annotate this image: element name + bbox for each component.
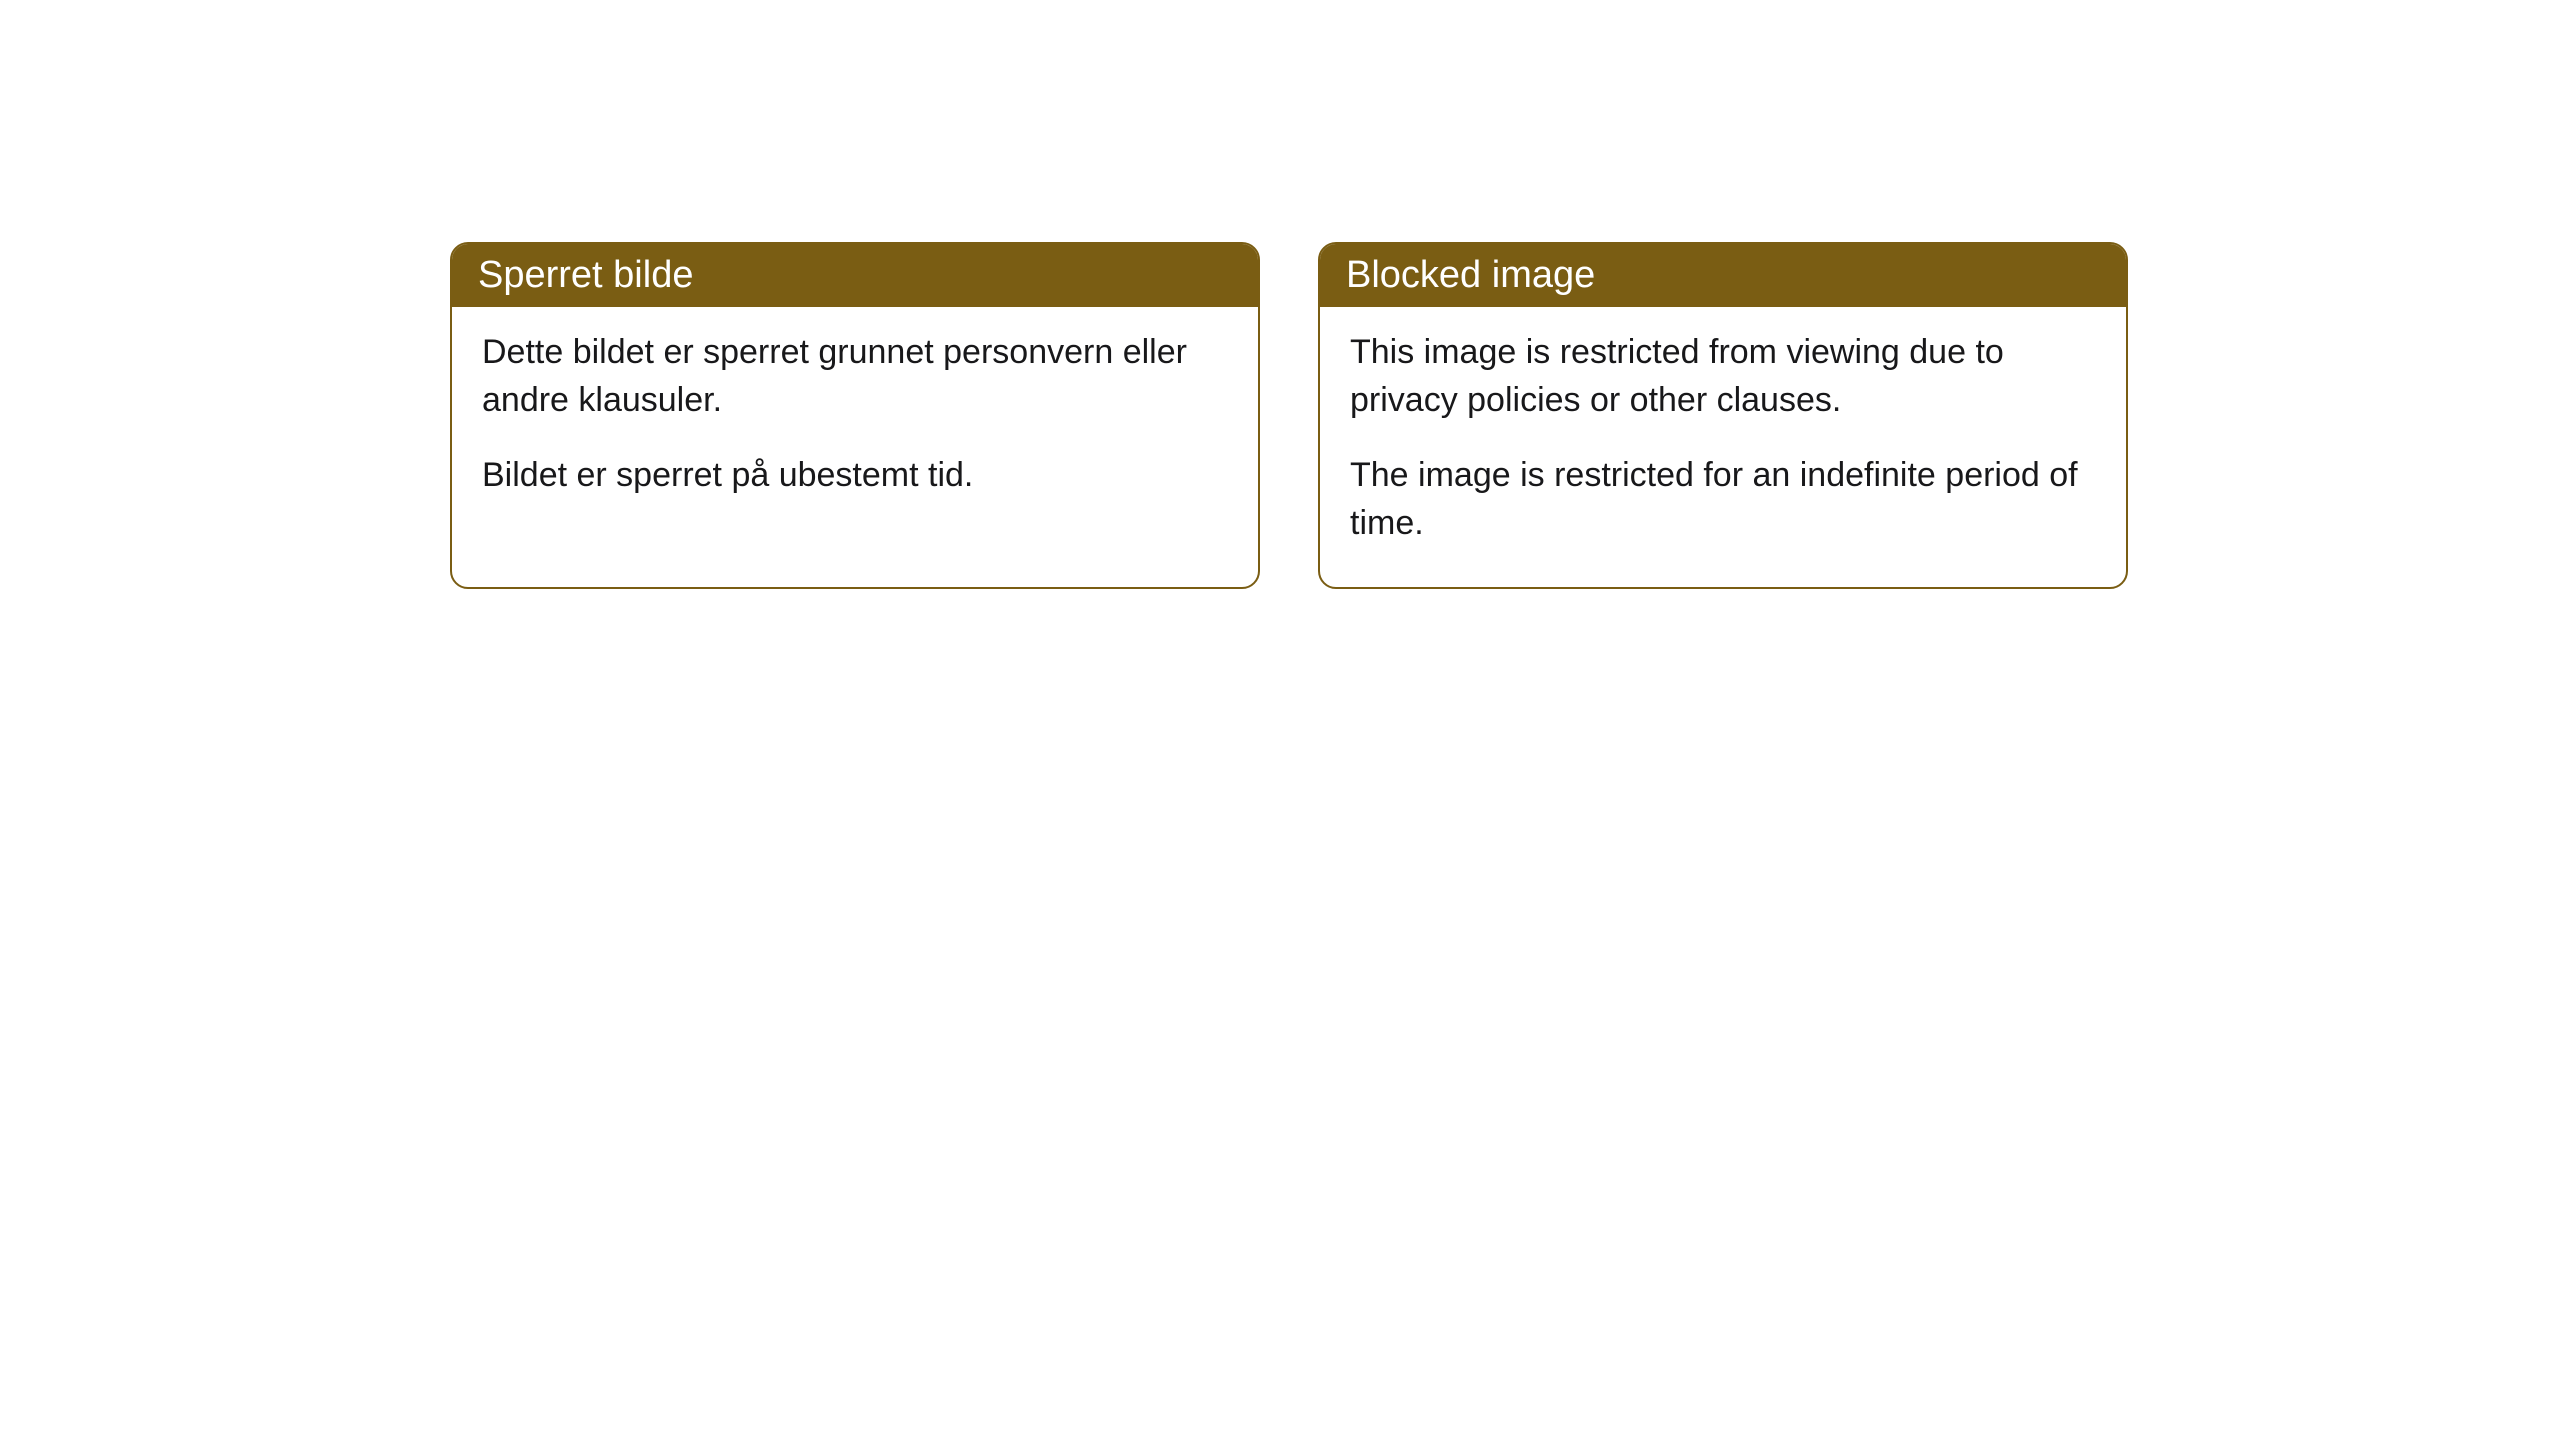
card-header-norwegian: Sperret bilde <box>452 244 1258 307</box>
card-title-norwegian: Sperret bilde <box>478 254 693 296</box>
card-paragraph-2-norwegian: Bildet er sperret på ubestemt tid. <box>482 452 1228 500</box>
notice-cards-container: Sperret bilde Dette bildet er sperret gr… <box>450 242 2560 589</box>
card-title-english: Blocked image <box>1346 254 1595 296</box>
card-paragraph-1-english: This image is restricted from viewing du… <box>1350 329 2096 424</box>
card-paragraph-2-english: The image is restricted for an indefinit… <box>1350 452 2096 547</box>
blocked-image-card-norwegian: Sperret bilde Dette bildet er sperret gr… <box>450 242 1260 589</box>
card-paragraph-1-norwegian: Dette bildet er sperret grunnet personve… <box>482 329 1228 424</box>
card-body-norwegian: Dette bildet er sperret grunnet personve… <box>452 307 1258 540</box>
card-header-english: Blocked image <box>1320 244 2126 307</box>
blocked-image-card-english: Blocked image This image is restricted f… <box>1318 242 2128 589</box>
card-body-english: This image is restricted from viewing du… <box>1320 307 2126 587</box>
